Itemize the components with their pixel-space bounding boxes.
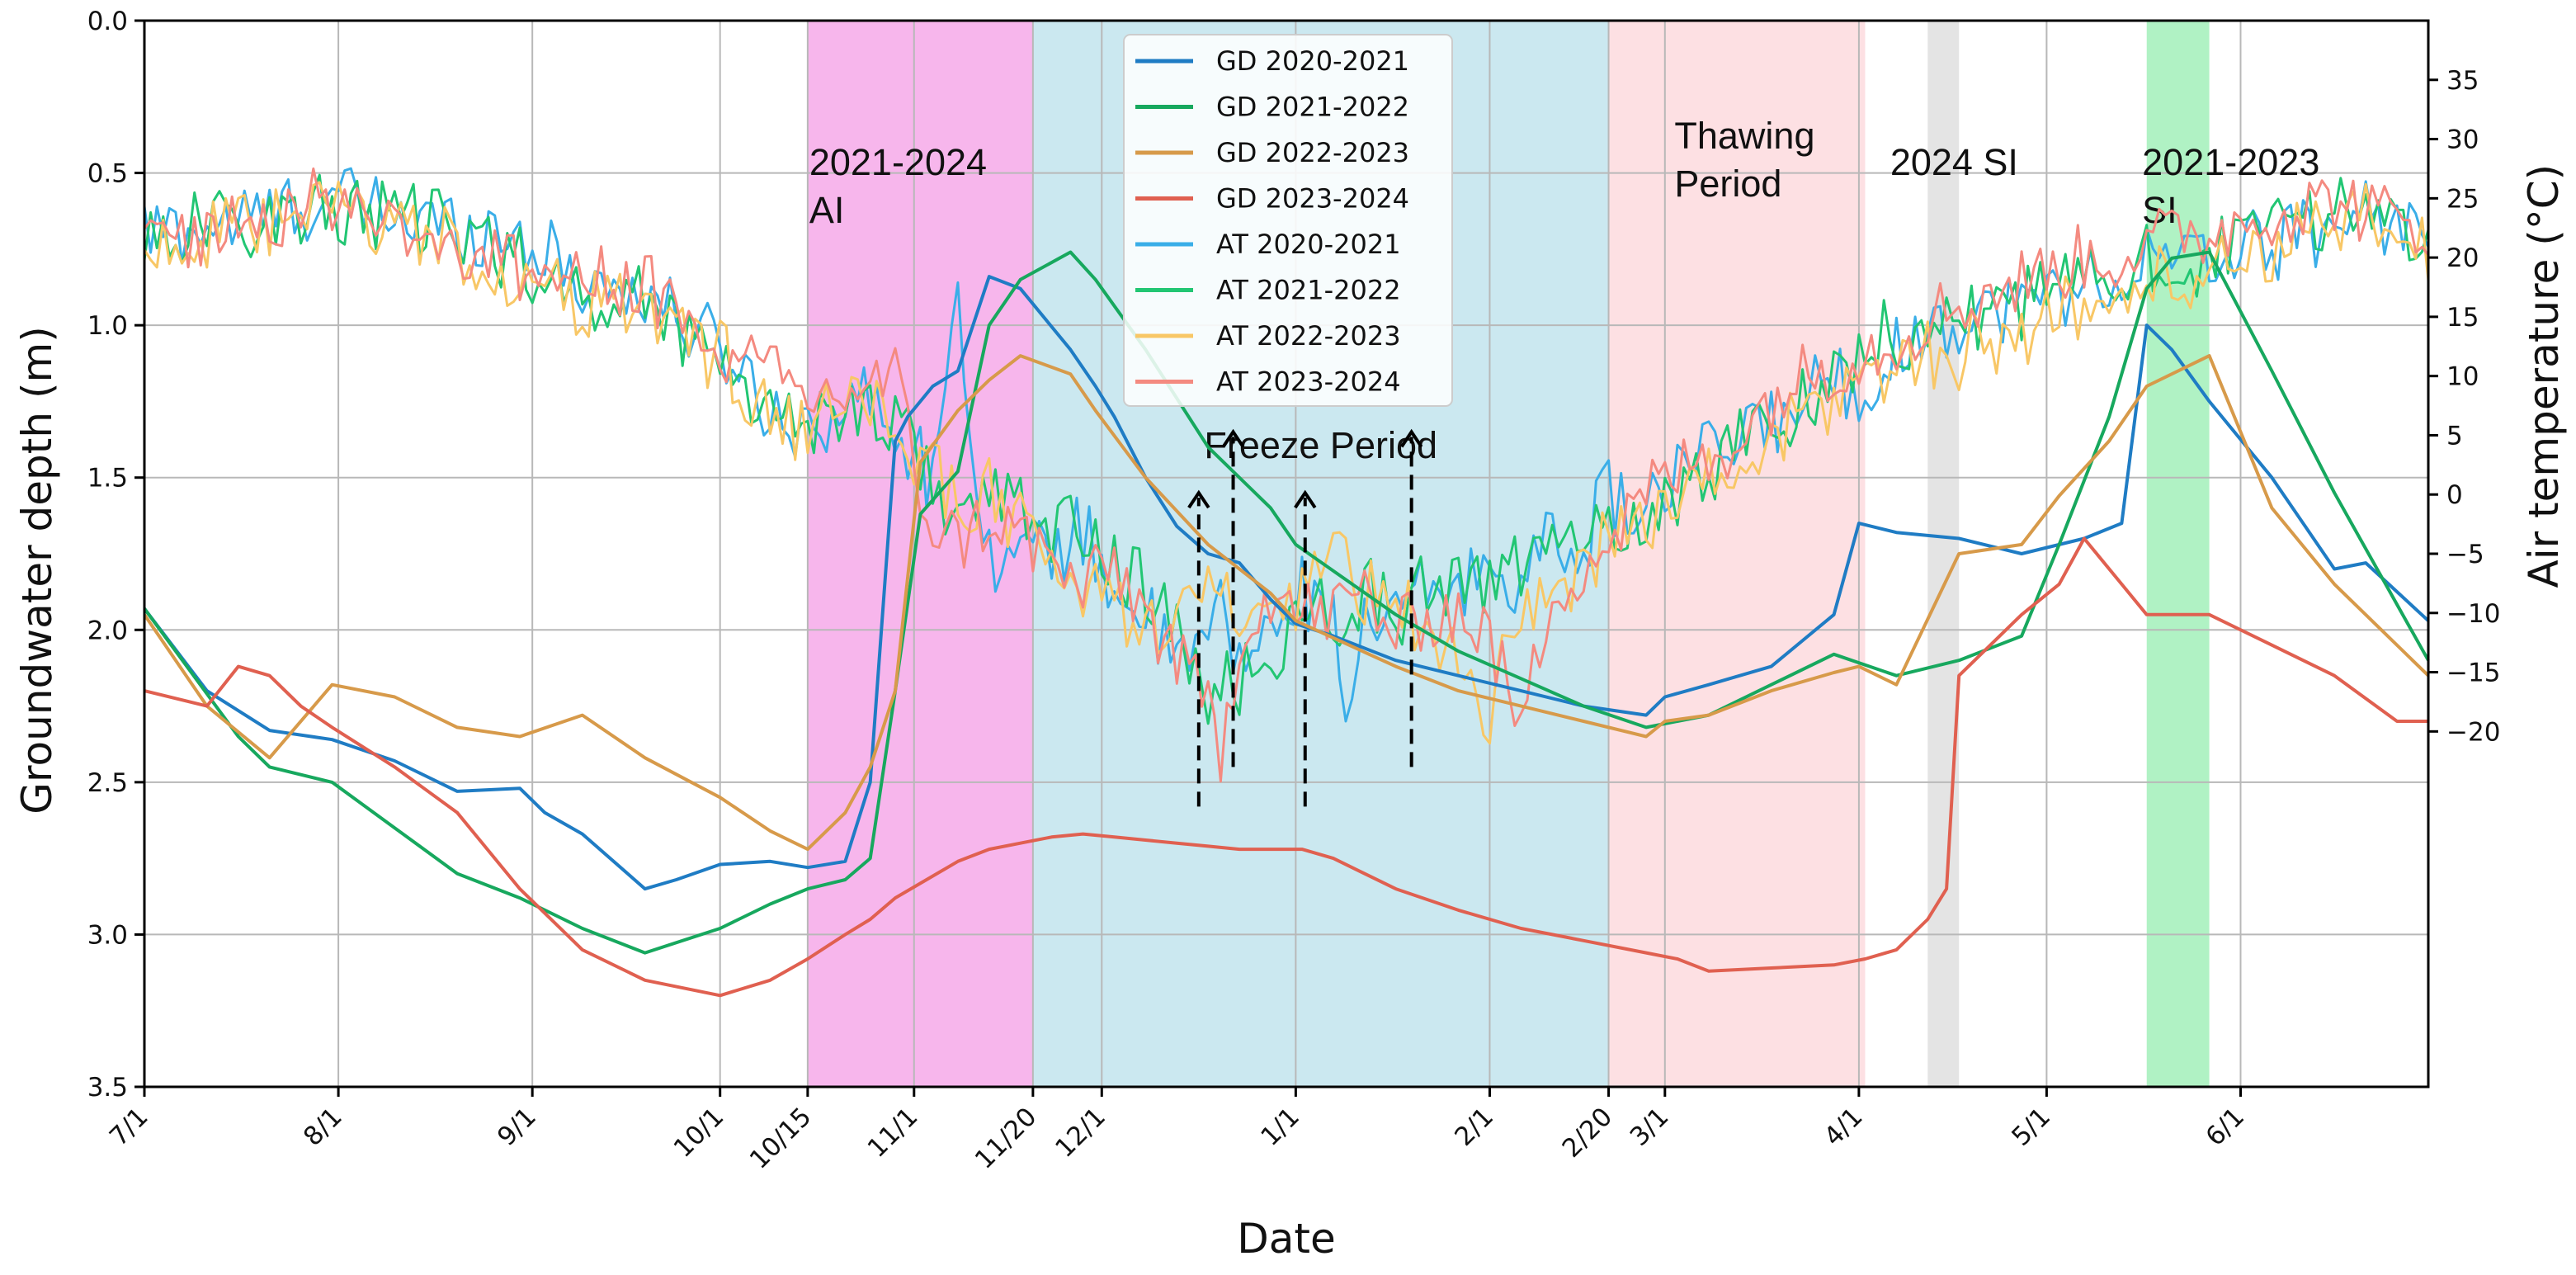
- y-left-tick-label: 2.5: [87, 768, 128, 798]
- y-right-tick-label: 35: [2446, 66, 2479, 96]
- y-left-tick-label: 3.0: [87, 920, 128, 950]
- annotation-arrowhead-1: [1221, 428, 1245, 448]
- band-2: [1608, 21, 1866, 1087]
- y-right-tick-label: −10: [2446, 599, 2500, 629]
- band-label-2: Thawing Period: [1674, 115, 1814, 205]
- legend-label-3: GD 2023-2024: [1216, 183, 1409, 215]
- y-right-tick-label: −20: [2446, 717, 2500, 747]
- y-right-tick-label: 0: [2446, 480, 2463, 510]
- y-right-tick-label: −5: [2446, 540, 2484, 569]
- y-right-tick-label: 20: [2446, 243, 2479, 273]
- x-axis-title: Date: [1237, 1215, 1336, 1263]
- gd-line-2: [143, 354, 2430, 852]
- y-left-tick-label: 1.0: [87, 311, 128, 341]
- x-tick-label: 8/1: [298, 1102, 348, 1152]
- x-tick-label: 5/1: [2006, 1102, 2056, 1152]
- air-temp-line-2: [143, 180, 2430, 745]
- legend-label-6: AT 2022-2023: [1216, 320, 1401, 352]
- band-4: [2146, 21, 2210, 1087]
- y-right-tick-label: 5: [2446, 421, 2463, 451]
- band-0: [807, 21, 1033, 1087]
- band-label-0: 2021-2024 AI: [809, 141, 987, 231]
- annotation-arrowhead-3: [1400, 428, 1423, 448]
- y-left-tick-label: 1.5: [87, 464, 128, 493]
- y-left-tick-label: 0.0: [87, 7, 128, 36]
- air-temp-line-0: [143, 167, 2430, 723]
- annotation-arrowhead-0: [1187, 489, 1210, 509]
- y-left-axis-title: Groundwater depth (m): [13, 326, 61, 814]
- x-tick-label: 10/15: [744, 1102, 818, 1175]
- y-right-axis-title: Air temperature (°C): [2520, 164, 2568, 588]
- y-right-tick-label: 10: [2446, 362, 2479, 392]
- x-tick-label: 3/1: [1625, 1102, 1675, 1152]
- gd-line-0: [143, 275, 2430, 891]
- air-temp-line-3: [143, 167, 2430, 783]
- legend-box: [1123, 34, 1453, 407]
- legend-label-5: AT 2021-2022: [1216, 275, 1401, 306]
- y-left-tick-label: 2.0: [87, 616, 128, 645]
- x-tick-label: 11/1: [862, 1102, 924, 1164]
- legend-label-4: AT 2020-2021: [1216, 229, 1401, 260]
- y-left-tick-label: 3.5: [87, 1073, 128, 1103]
- x-tick-label: 10/1: [668, 1102, 730, 1164]
- gd-line-3: [144, 536, 2428, 998]
- legend-label-0: GD 2020-2021: [1216, 45, 1409, 77]
- x-tick-label: 4/1: [1819, 1102, 1869, 1152]
- y-right-tick-label: 30: [2446, 125, 2479, 155]
- legend-label-2: GD 2022-2023: [1216, 137, 1409, 168]
- y-right-tick-label: −15: [2446, 659, 2500, 688]
- legend-label-1: GD 2021-2022: [1216, 92, 1409, 123]
- legend-label-7: AT 2023-2024: [1216, 366, 1401, 398]
- x-tick-label: 6/1: [2200, 1102, 2250, 1152]
- x-tick-label: 9/1: [492, 1102, 542, 1152]
- x-tick-label: 12/1: [1050, 1102, 1111, 1164]
- y-right-tick-label: 25: [2446, 184, 2479, 214]
- x-tick-label: 7/1: [104, 1102, 154, 1152]
- annotation-arrowhead-2: [1294, 489, 1317, 509]
- x-tick-label: 2/1: [1449, 1102, 1499, 1152]
- y-right-tick-label: 15: [2446, 303, 2479, 333]
- x-tick-label: 11/20: [970, 1102, 1043, 1175]
- y-left-tick-label: 0.5: [87, 159, 128, 189]
- x-tick-label: 1/1: [1255, 1102, 1305, 1152]
- band-label-3: 2024 SI: [1890, 141, 2018, 183]
- x-tick-label: 2/20: [1557, 1102, 1619, 1164]
